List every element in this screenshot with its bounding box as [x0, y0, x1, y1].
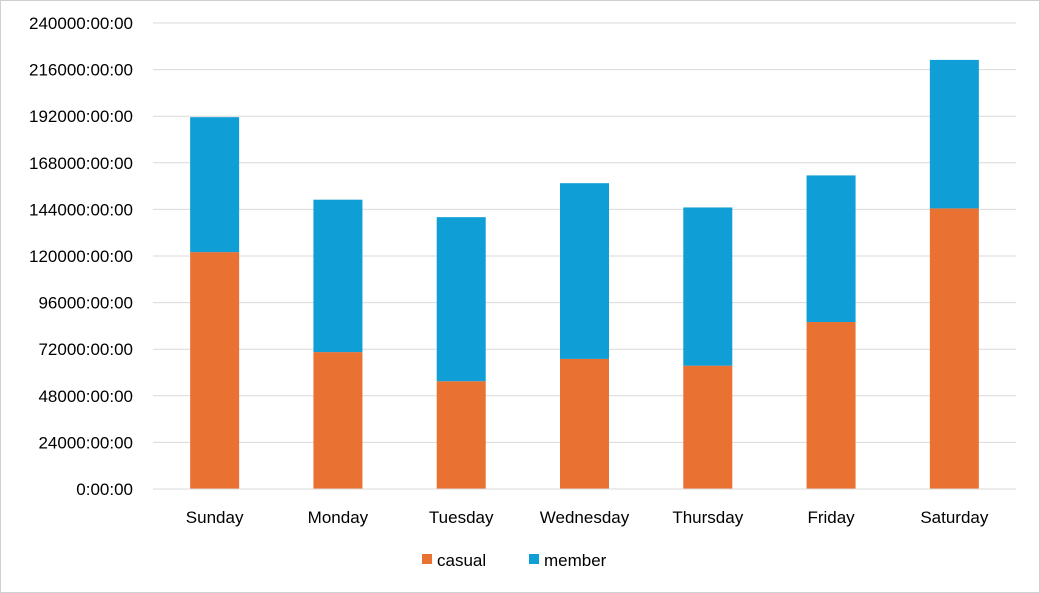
x-tick-label: Monday — [308, 508, 369, 527]
legend-label-casual: casual — [437, 551, 486, 570]
bar-casual-sunday — [190, 252, 240, 489]
bar-member-saturday — [929, 59, 979, 209]
bar-casual-wednesday — [560, 358, 609, 489]
legend-swatch-member — [529, 554, 539, 564]
bars — [190, 59, 979, 489]
y-tick-label: 144000:00:00 — [29, 200, 133, 219]
y-tick-label: 72000:00:00 — [38, 340, 133, 359]
y-tick-label: 216000:00:00 — [29, 61, 133, 80]
x-axis: Sunday Monday Tuesday Wednesday Thursday Frid… — [153, 488, 1016, 527]
bar-casual-saturday — [929, 208, 979, 489]
y-axis: 0:00:00 24000:00:00 48000:00:00 72000:00:00… — [29, 14, 133, 499]
bar-member-friday — [806, 175, 856, 323]
legend-label-member: member — [544, 551, 607, 570]
y-tick-label: 192000:00:00 — [29, 107, 133, 126]
bar-member-wednesday — [560, 183, 609, 359]
x-tick-label: Saturday — [920, 508, 989, 527]
x-tick-label: Tuesday — [429, 508, 494, 527]
bar-casual-monday — [313, 352, 363, 489]
x-tick-label: Sunday — [186, 508, 244, 527]
bar-casual-friday — [806, 322, 856, 489]
bar-casual-thursday — [683, 365, 733, 489]
y-tick-label: 0:00:00 — [76, 480, 133, 499]
bar-member-monday — [313, 199, 363, 353]
legend-swatch-casual — [422, 554, 432, 564]
x-tick-label: Friday — [807, 508, 855, 527]
y-tick-label: 120000:00:00 — [29, 247, 133, 266]
y-tick-label: 168000:00:00 — [29, 154, 133, 173]
x-tick-label: Thursday — [672, 508, 743, 527]
legend: casual member — [422, 551, 607, 570]
bar-member-thursday — [683, 207, 733, 366]
bar-casual-tuesday — [436, 381, 486, 489]
x-tick-label: Wednesday — [540, 508, 630, 527]
y-tick-label: 96000:00:00 — [38, 294, 133, 313]
y-tick-label: 240000:00:00 — [29, 14, 133, 33]
y-tick-label: 48000:00:00 — [38, 387, 133, 406]
bar-member-sunday — [190, 117, 240, 253]
bar-member-tuesday — [436, 217, 486, 382]
y-tick-label: 24000:00:00 — [38, 433, 133, 452]
